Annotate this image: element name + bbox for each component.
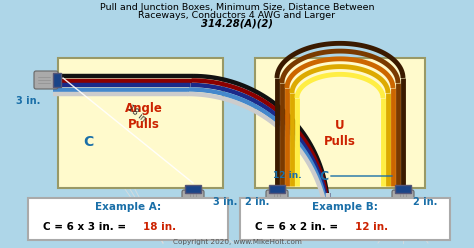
Text: 2 in.: 2 in.: [413, 197, 437, 207]
FancyBboxPatch shape: [266, 190, 288, 212]
Bar: [58, 58, 223, 188]
Text: C = 6 x 2 in. =: C = 6 x 2 in. =: [255, 222, 342, 232]
FancyBboxPatch shape: [392, 190, 414, 212]
Text: Angle
Pulls: Angle Pulls: [125, 102, 163, 131]
Bar: [395, 185, 411, 193]
Bar: [28, 198, 228, 240]
Text: C: C: [83, 135, 93, 150]
Bar: [269, 185, 285, 193]
Text: 12 in.: 12 in.: [273, 172, 301, 181]
Bar: [255, 58, 425, 188]
Text: 18 in.: 18 in.: [143, 222, 176, 232]
Bar: [185, 185, 201, 193]
Text: Pull and Junction Boxes, Minimum Size, Distance Between: Pull and Junction Boxes, Minimum Size, D…: [100, 3, 374, 12]
Text: 2 in.: 2 in.: [245, 197, 269, 207]
FancyBboxPatch shape: [34, 71, 58, 89]
Text: Raceways, Conductors 4 AWG and Larger: Raceways, Conductors 4 AWG and Larger: [138, 11, 336, 20]
Text: C: C: [319, 169, 328, 183]
Text: Example B:: Example B:: [312, 202, 378, 212]
Text: U
Pulls: U Pulls: [324, 119, 356, 148]
Text: 314.28(A)(2): 314.28(A)(2): [201, 19, 273, 29]
FancyBboxPatch shape: [182, 190, 204, 212]
Text: C = 6 x 3 in. =: C = 6 x 3 in. =: [43, 222, 130, 232]
Text: 18 in.: 18 in.: [126, 104, 150, 125]
Text: 3 in.: 3 in.: [16, 96, 40, 106]
Text: Example A:: Example A:: [95, 202, 161, 212]
Bar: [240, 198, 450, 240]
Bar: [53, 73, 61, 87]
Text: Copyright 2020, www.MikeHolt.com: Copyright 2020, www.MikeHolt.com: [173, 239, 301, 245]
Text: 3 in.: 3 in.: [213, 197, 237, 207]
Text: 12 in.: 12 in.: [355, 222, 388, 232]
